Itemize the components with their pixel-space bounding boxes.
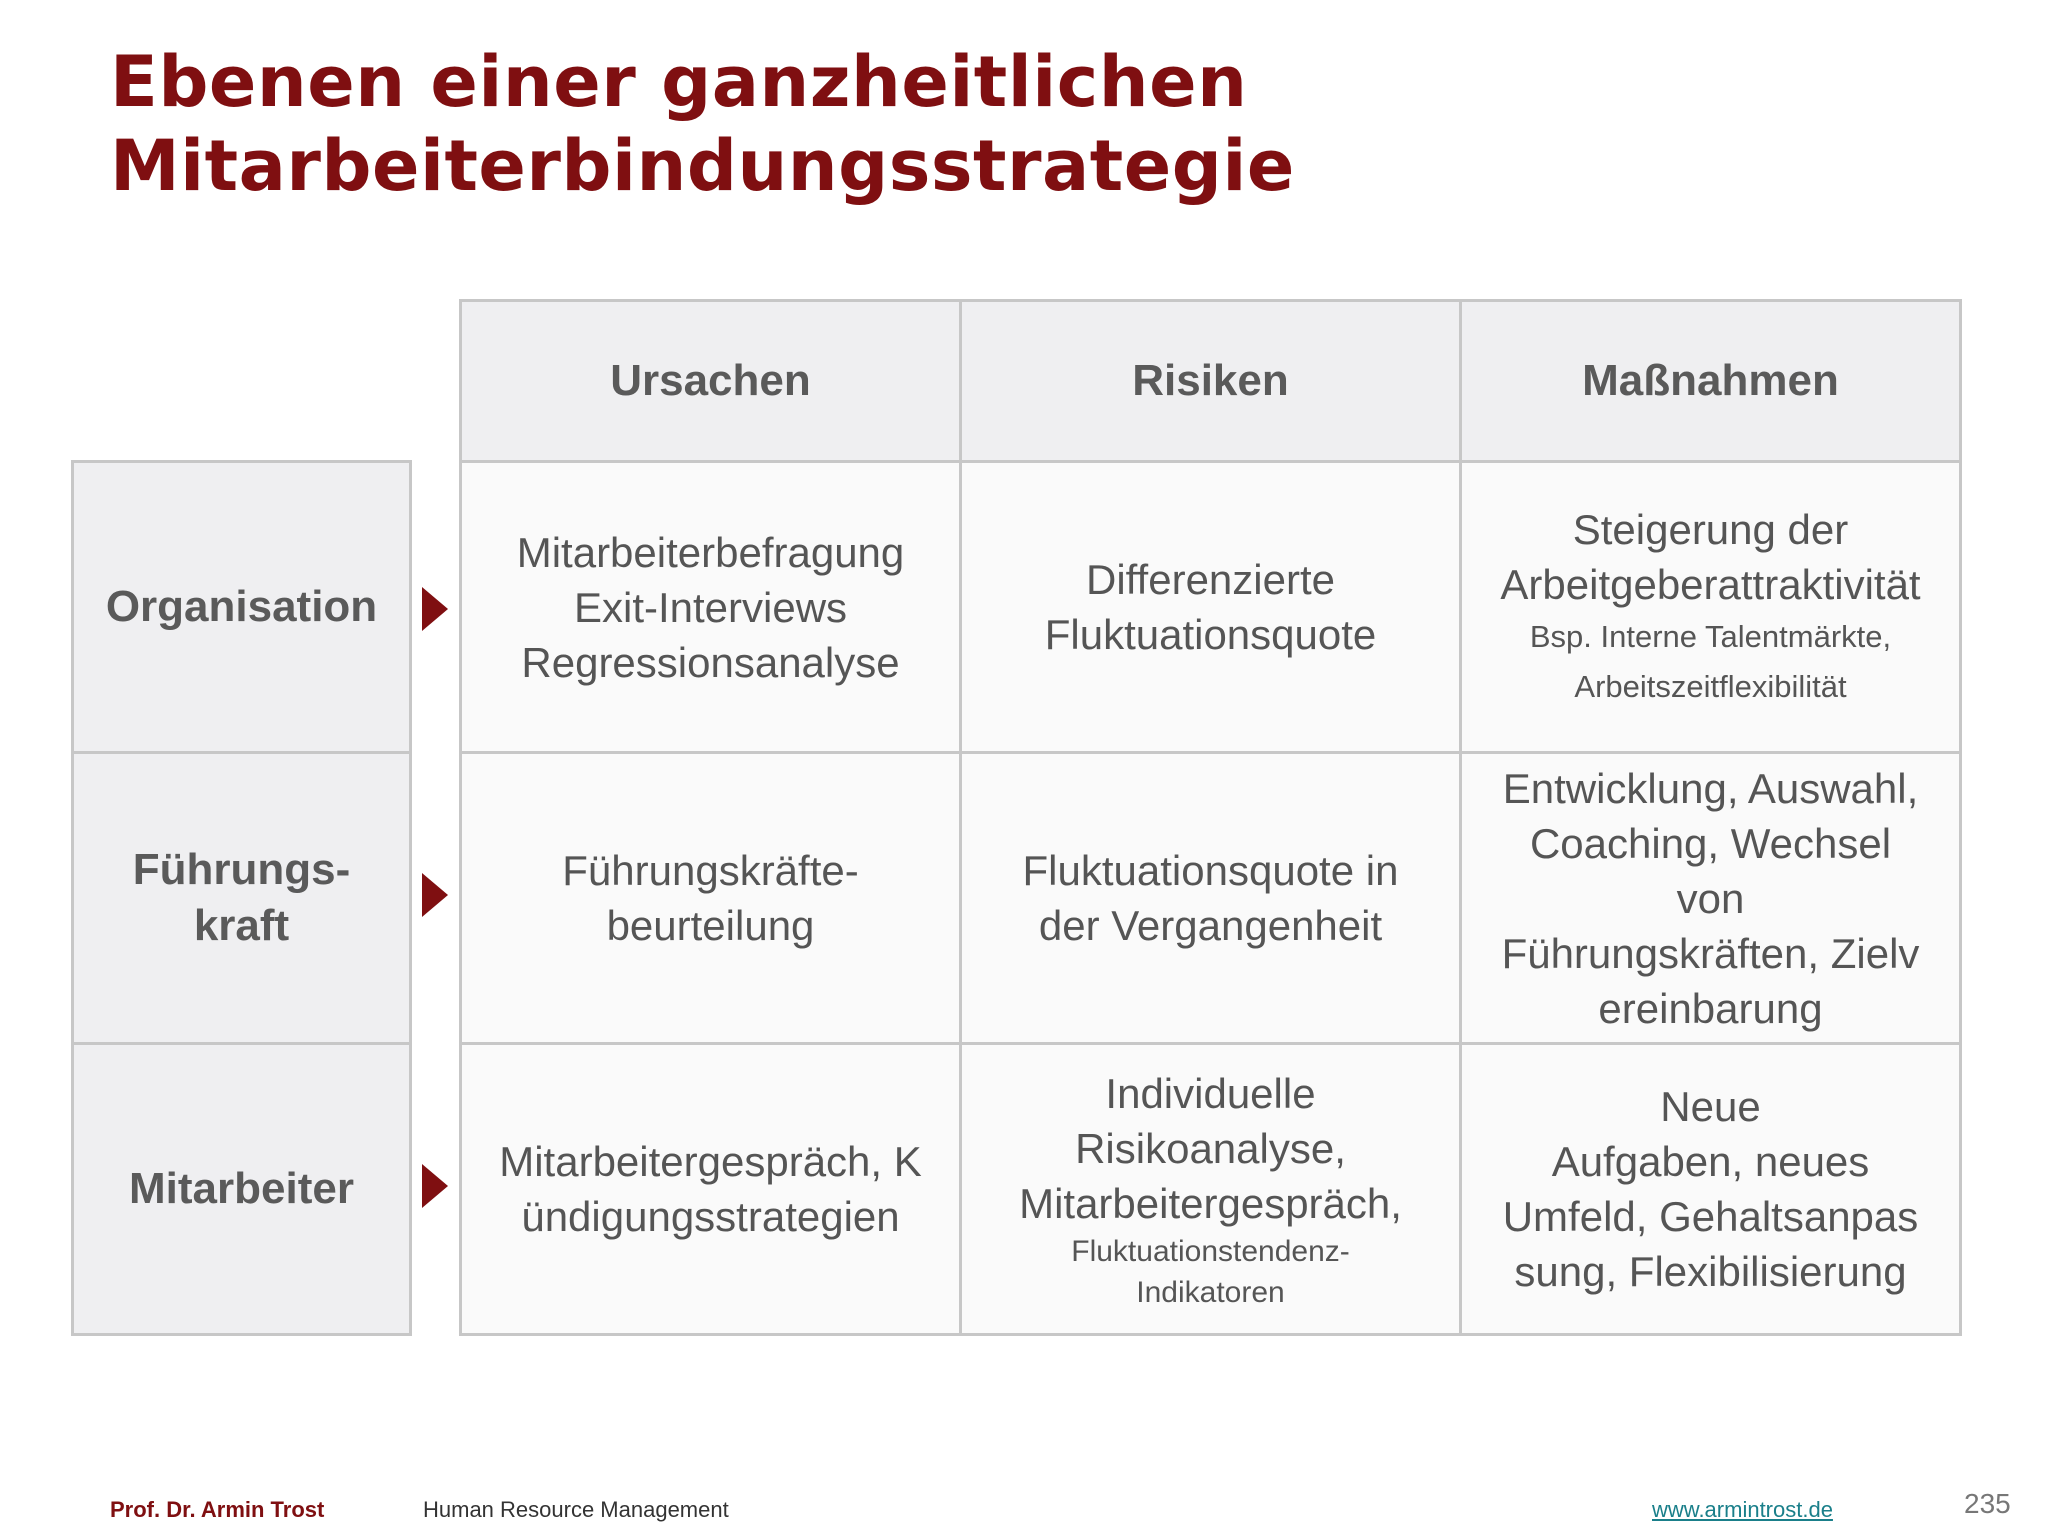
cell-fuehrungskraft-risiken: Fluktuationsquote in der Vergangenheit bbox=[959, 751, 1462, 1045]
row-label-organisation: Organisation bbox=[71, 460, 412, 754]
cell-text: Führungskräften, Zielv bbox=[1501, 929, 1920, 977]
cell-text: ündigungsstrategien bbox=[521, 1193, 900, 1240]
arrow-right-icon bbox=[422, 873, 448, 917]
cell-note: Fluktuationstendenz- bbox=[1071, 1234, 1350, 1268]
cell-organisation-ursachen: Mitarbeiterbefragung Exit-Interviews Reg… bbox=[459, 460, 962, 754]
footer-website-link[interactable]: www.armintrost.de bbox=[1652, 1497, 1833, 1522]
header-massnahmen: Maßnahmen bbox=[1459, 299, 1962, 463]
cell-text: Entwicklung, Auswahl, bbox=[1502, 764, 1919, 812]
cell-organisation-risiken: Differenzierte Fluktuationsquote bbox=[959, 460, 1462, 754]
footer-course: Human Resource Management bbox=[423, 1497, 729, 1522]
header-risiken: Risiken bbox=[959, 299, 1462, 463]
slide-title-line-1: Ebenen einer ganzheitlichen bbox=[110, 41, 1248, 123]
cell-text: Mitarbeiterbefragung bbox=[516, 528, 905, 576]
cell-text: Steigerung der bbox=[1572, 506, 1849, 553]
cell-text: Regressionsanalyse bbox=[521, 638, 900, 686]
cell-note: Indikatoren bbox=[1136, 1275, 1285, 1309]
cell-text: Mitarbeitergespräch, bbox=[1019, 1179, 1402, 1227]
footer-author: Prof. Dr. Armin Trost bbox=[110, 1497, 325, 1522]
cell-text: Differenzierte bbox=[1085, 556, 1335, 603]
cell-fuehrungskraft-massnahmen: Entwicklung, Auswahl, Coaching, Wechsel … bbox=[1459, 751, 1962, 1045]
cell-text: Fluktuationsquote in bbox=[1022, 847, 1399, 894]
cell-text: Exit-Interviews bbox=[573, 583, 848, 631]
header-risiken-label: Risiken bbox=[1132, 356, 1289, 405]
cell-text: Fluktuationsquote bbox=[1044, 611, 1377, 658]
cell-text: Aufgaben, neues bbox=[1551, 1138, 1870, 1185]
cell-text: Coaching, Wechsel bbox=[1529, 819, 1892, 867]
cell-text: Risikoanalyse, bbox=[1075, 1124, 1346, 1172]
cell-text: Umfeld, Gehaltsanpas bbox=[1502, 1193, 1919, 1240]
header-massnahmen-label: Maßnahmen bbox=[1582, 356, 1839, 405]
row-label-text: Führungs- bbox=[132, 845, 351, 894]
cell-text: Arbeitgeberattraktivität bbox=[1500, 561, 1921, 608]
cell-text: ereinbarung bbox=[1598, 984, 1823, 1032]
arrow-right-icon bbox=[422, 1164, 448, 1208]
row-label-text: Mitarbeiter bbox=[129, 1164, 354, 1213]
cell-text: sung, Flexibilisierung bbox=[1514, 1248, 1907, 1295]
arrow-right-icon bbox=[422, 587, 448, 631]
cell-text: Führungskräfte- bbox=[562, 847, 859, 894]
header-ursachen: Ursachen bbox=[459, 299, 962, 463]
cell-fuehrungskraft-ursachen: Führungskräfte- beurteilung bbox=[459, 751, 962, 1045]
cell-text: beurteilung bbox=[606, 902, 815, 949]
cell-text: der Vergangenheit bbox=[1038, 902, 1383, 949]
slide-title-line-2: Mitarbeiterbindungsstrategie bbox=[110, 125, 1295, 207]
cell-organisation-massnahmen: Steigerung der Arbeitgeberattraktivität … bbox=[1459, 460, 1962, 754]
page-number: 235 bbox=[1964, 1488, 2011, 1519]
cell-mitarbeiter-massnahmen: Neue Aufgaben, neues Umfeld, Gehaltsanpa… bbox=[1459, 1042, 1962, 1336]
row-label-mitarbeiter: Mitarbeiter bbox=[71, 1042, 412, 1336]
cell-text: Mitarbeitergespräch, K bbox=[499, 1138, 922, 1185]
cell-text: Individuelle bbox=[1105, 1069, 1316, 1117]
header-ursachen-label: Ursachen bbox=[610, 356, 811, 405]
cell-text: von bbox=[1676, 874, 1745, 922]
row-label-fuehrungskraft: Führungs- kraft bbox=[71, 751, 412, 1045]
slide-title: Ebenen einer ganzheitlichen Mitarbeiterb… bbox=[110, 40, 1295, 208]
cell-note: Arbeitszeitflexibilität bbox=[1574, 669, 1847, 704]
row-label-text: kraft bbox=[193, 901, 290, 950]
cell-text: Neue bbox=[1660, 1083, 1761, 1130]
cell-mitarbeiter-ursachen: Mitarbeitergespräch, K ündigungsstrategi… bbox=[459, 1042, 962, 1336]
cell-mitarbeiter-risiken: Individuelle Risikoanalyse, Mitarbeiterg… bbox=[959, 1042, 1462, 1336]
row-label-text: Organisation bbox=[105, 582, 378, 631]
cell-note: Bsp. Interne Talentmärkte, bbox=[1529, 619, 1892, 654]
